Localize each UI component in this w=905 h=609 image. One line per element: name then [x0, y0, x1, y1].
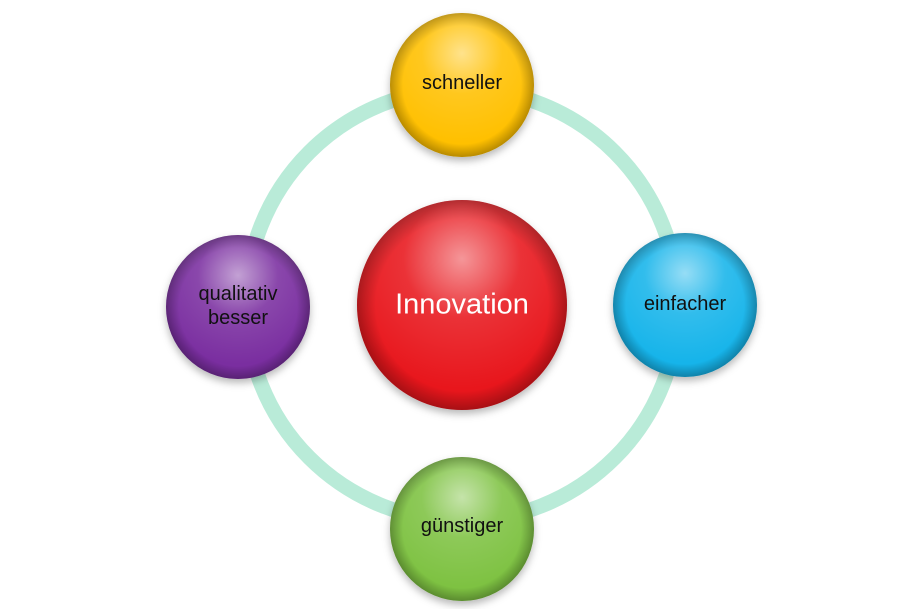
- node-schneller: schneller: [390, 13, 534, 157]
- node-label-line: schneller: [422, 72, 502, 94]
- node-einfacher: einfacher: [613, 233, 757, 377]
- node-label-line: qualitativ: [199, 283, 278, 305]
- center-node: Innovation: [357, 200, 567, 410]
- node-label-line: besser: [208, 307, 268, 329]
- node-label-line: einfacher: [644, 293, 727, 315]
- node-einfacher-label: einfacher: [644, 293, 727, 315]
- node-label-line: günstiger: [421, 515, 504, 537]
- node-qualitativ-besser-label: qualitativ besser: [199, 283, 278, 329]
- node-schneller-label: schneller: [422, 72, 502, 94]
- node-guenstiger-label: günstiger: [421, 515, 504, 537]
- node-qualitativ-besser: qualitativ besser: [166, 235, 310, 379]
- node-guenstiger: günstiger: [390, 457, 534, 601]
- center-label: Innovation: [395, 289, 529, 321]
